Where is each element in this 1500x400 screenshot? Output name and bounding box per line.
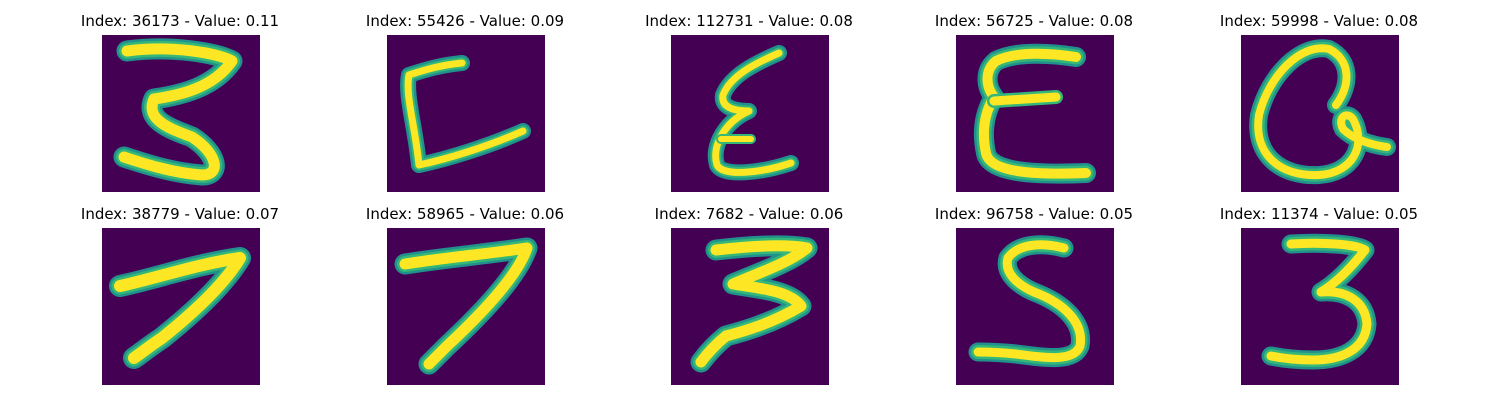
digit-image [102,228,260,385]
panel-title: Index: 38779 - Value: 0.07 [80,205,280,223]
digit-drawing [113,38,243,186]
digit-drawing [973,43,1096,184]
digit-drawing [707,45,799,181]
digit-panel: Index: 56725 - Value: 0.08 [874,12,1194,202]
digit-image [671,35,829,192]
digit-image [956,228,1114,385]
digit-image [1241,228,1399,385]
digit-image [387,228,545,385]
digit-drawing [690,235,818,373]
panel-title: Index: 55426 - Value: 0.09 [365,12,565,30]
digit-drawing [109,247,251,369]
panel-title: Index: 58965 - Value: 0.06 [365,205,565,223]
panel-title: Index: 56725 - Value: 0.08 [934,12,1134,30]
digit-panel: Index: 112731 - Value: 0.08 [589,12,909,202]
digit-panel: Index: 55426 - Value: 0.09 [305,12,625,202]
digit-drawing [1261,233,1377,370]
digit-drawing [394,237,538,375]
digit-panel: Index: 38779 - Value: 0.07 [20,205,340,395]
panel-title: Index: 59998 - Value: 0.08 [1219,12,1419,30]
digit-image [102,35,260,192]
digit-image [671,228,829,385]
panel-title: Index: 112731 - Value: 0.08 [645,12,853,30]
digit-drawing [1249,39,1396,185]
digit-drawing [968,235,1091,368]
panel-title: Index: 7682 - Value: 0.06 [654,205,844,223]
digit-panel: Index: 58965 - Value: 0.06 [305,205,625,395]
digit-image [1241,35,1399,192]
digit-image [387,35,545,192]
digit-panel: Index: 96758 - Value: 0.05 [874,205,1194,395]
digit-drawing [400,55,531,173]
digit-panel: Index: 7682 - Value: 0.06 [589,205,909,395]
digit-panel: Index: 59998 - Value: 0.08 [1159,12,1479,202]
panel-title: Index: 11374 - Value: 0.05 [1219,205,1419,223]
digit-panel: Index: 36173 - Value: 0.11 [20,12,340,202]
digit-panel: Index: 11374 - Value: 0.05 [1159,205,1479,395]
digit-image [956,35,1114,192]
panel-title: Index: 36173 - Value: 0.11 [80,12,280,30]
panel-title: Index: 96758 - Value: 0.05 [934,205,1134,223]
